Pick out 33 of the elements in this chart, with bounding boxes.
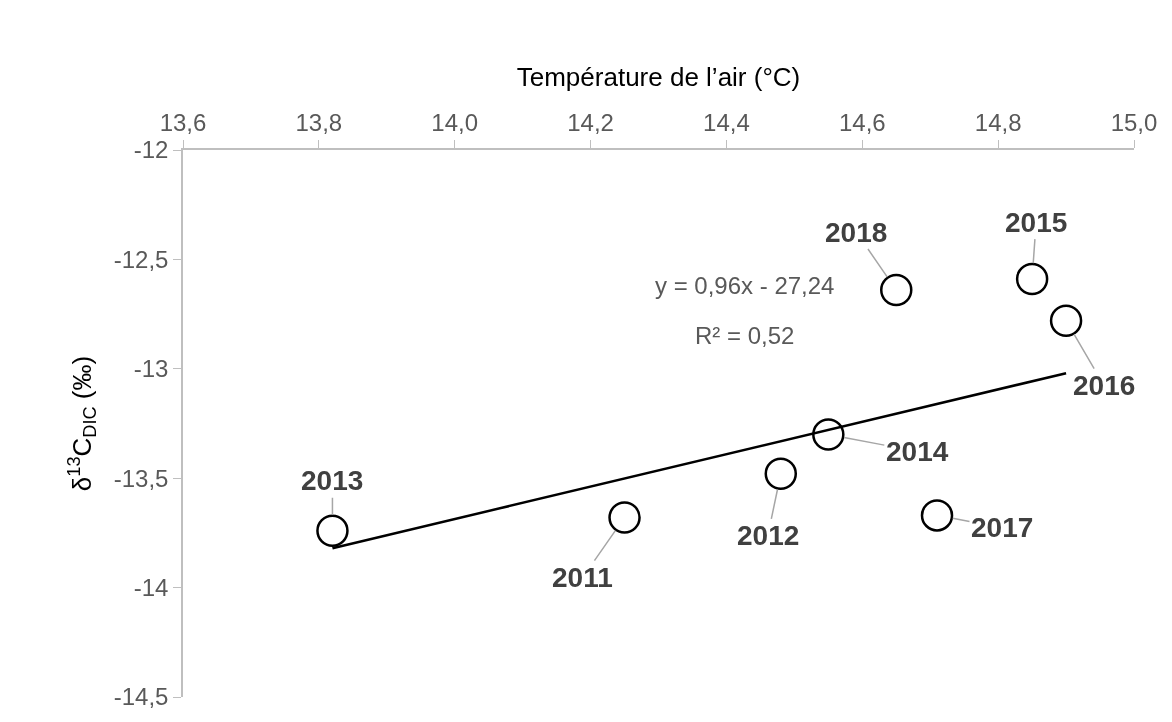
x-tick-label: 14,0	[431, 108, 479, 136]
y-tick-label: -13,5	[113, 464, 169, 492]
y-tick-label: -14,5	[113, 683, 169, 711]
annotation: 2018	[825, 217, 888, 248]
annotation: 2017	[971, 512, 1034, 543]
point	[812, 418, 845, 451]
y-tick-label: -12,5	[113, 245, 169, 273]
point	[1015, 262, 1049, 296]
x-tick-label: 13,6	[159, 108, 207, 136]
x-tick-label: 14,8	[974, 108, 1022, 136]
y-tick-label: -12	[133, 136, 169, 164]
annotation: 2012	[737, 520, 800, 551]
annotation: 2014	[886, 436, 949, 467]
x-tick-label: 15,0	[1110, 108, 1158, 136]
point	[1049, 304, 1083, 337]
point	[880, 273, 913, 307]
x-tick-label: 13,8	[295, 108, 343, 136]
y-tick-label: -13	[133, 355, 169, 383]
x-tick-label: 14,6	[838, 108, 886, 136]
x-tick-label: 14,2	[567, 108, 614, 136]
y-tick-label: -14	[133, 574, 169, 601]
annotation: 2013	[301, 465, 364, 496]
point	[608, 501, 641, 534]
annotation: R² = 0,52	[695, 322, 795, 349]
x-axis-title: Température de l’air (°C)	[516, 61, 801, 92]
annotation: 2016	[1073, 370, 1136, 401]
annotation: 2015	[1005, 207, 1068, 238]
point	[764, 457, 798, 491]
point	[316, 514, 349, 547]
annotation: 2011	[552, 562, 613, 593]
annotation: y = 0,96x - 27,24	[655, 272, 835, 299]
point	[920, 499, 954, 532]
x-tick-label: 14,4	[703, 108, 750, 136]
